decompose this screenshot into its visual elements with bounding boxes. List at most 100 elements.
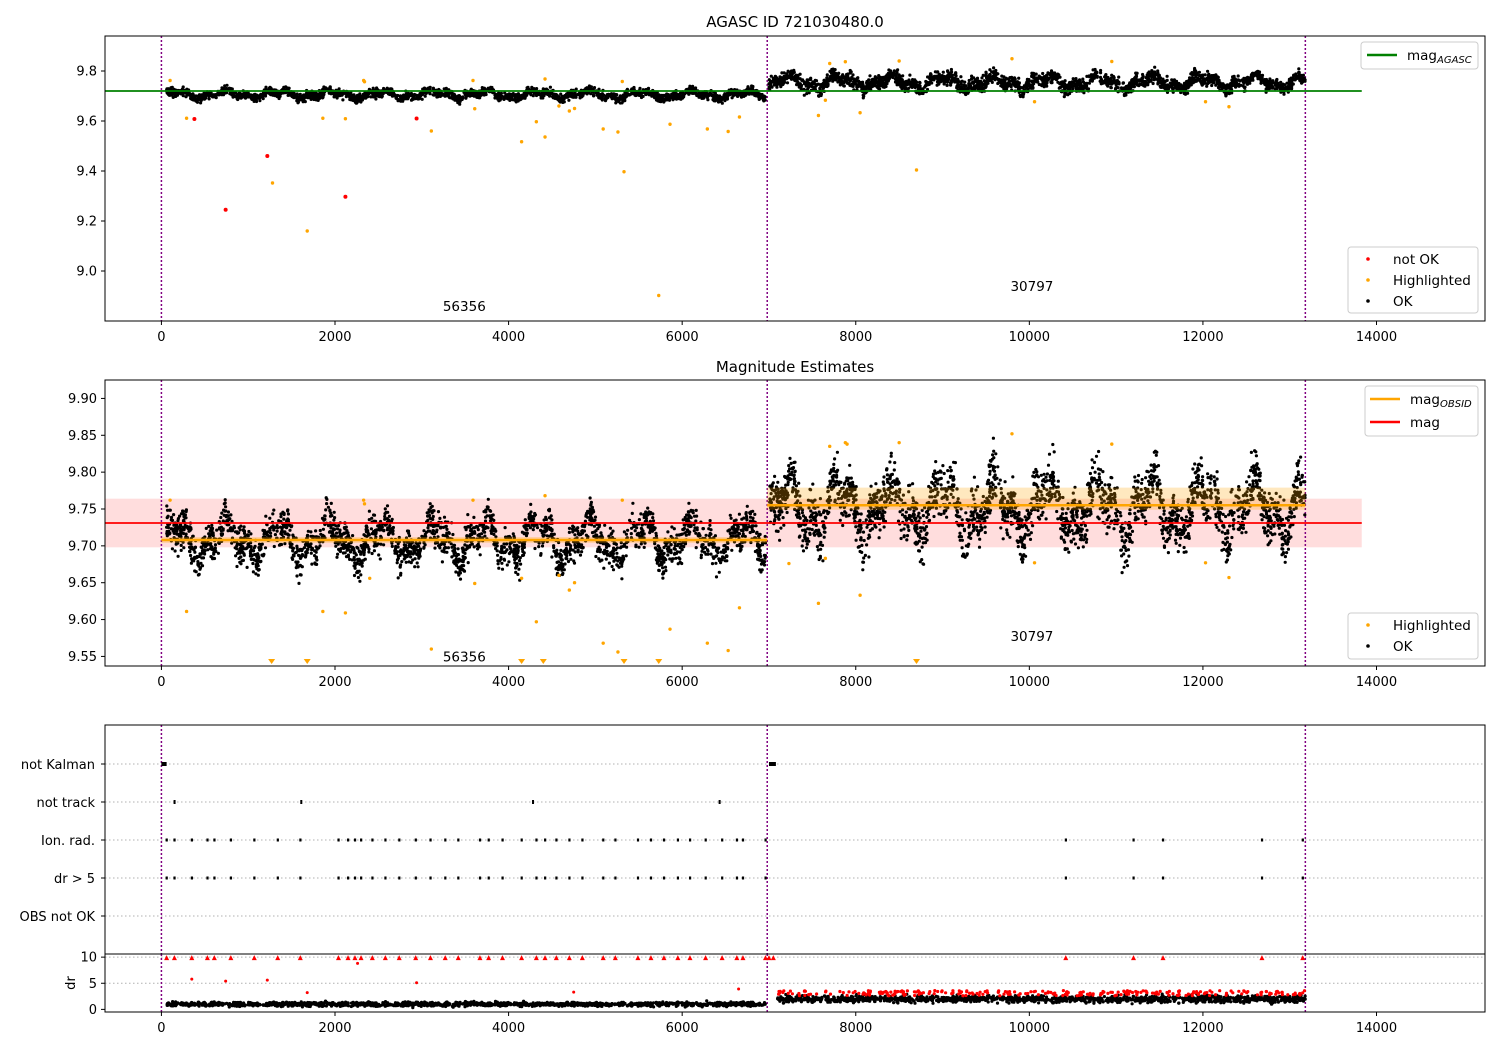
ok-point <box>1085 81 1089 85</box>
ok-point <box>796 77 800 81</box>
ok-point <box>889 69 893 73</box>
ok-point <box>1200 83 1204 87</box>
ok-point <box>762 94 766 98</box>
ok-point <box>926 82 930 86</box>
ok-point <box>1166 84 1171 88</box>
ok-point <box>369 95 373 99</box>
ok-point <box>1258 74 1262 78</box>
ok-point <box>1093 67 1097 72</box>
legend-marker-swatch <box>1366 299 1370 303</box>
ok-point <box>355 96 359 100</box>
ok-point <box>903 86 907 91</box>
ok-point <box>335 527 340 531</box>
ok-point <box>653 96 657 100</box>
chart-title: AGASC ID 721030480.0 <box>706 13 884 31</box>
ok-point <box>498 93 503 97</box>
ok-point <box>1194 75 1198 79</box>
ok-point <box>923 84 928 88</box>
ok-point <box>541 96 545 100</box>
ok-point <box>888 73 892 77</box>
highlighted-point <box>1227 105 1231 109</box>
ok-point <box>833 68 837 72</box>
ok-point <box>723 94 727 98</box>
ok-point <box>431 86 435 90</box>
ok-point <box>793 77 797 81</box>
ok-point <box>464 93 468 97</box>
ok-point <box>1189 72 1193 76</box>
ok-point <box>535 87 539 91</box>
ok-point <box>1076 82 1080 86</box>
ok-point <box>1212 73 1216 78</box>
ok-point <box>341 92 345 96</box>
ok-point <box>759 554 763 559</box>
ok-point <box>894 72 898 76</box>
ok-point <box>917 85 922 89</box>
ok-point <box>959 82 963 86</box>
highlighted-point <box>622 170 626 174</box>
ok-point <box>1232 74 1236 78</box>
ok-point <box>1027 83 1031 88</box>
ok-point <box>1107 79 1111 83</box>
ok-point <box>1090 74 1094 78</box>
ok-point <box>486 86 490 90</box>
ok-point <box>902 80 906 84</box>
ok-point <box>1018 94 1023 99</box>
ok-point <box>865 81 869 85</box>
ok-point <box>906 82 910 86</box>
ok-point <box>959 75 963 79</box>
ok-point <box>275 95 279 99</box>
ok-point <box>857 79 861 83</box>
ok-point <box>553 96 557 100</box>
ok-point <box>769 74 773 78</box>
ok-point <box>802 93 806 97</box>
ok-point <box>828 75 832 79</box>
ok-point <box>666 530 670 534</box>
ok-point <box>842 84 846 88</box>
ok-point <box>314 545 318 549</box>
ok-point <box>201 556 206 560</box>
ok-point <box>860 85 864 89</box>
ok-point <box>898 80 903 84</box>
highlighted-point <box>897 59 901 63</box>
y-tick-label: 9.0 <box>76 265 97 280</box>
ok-point <box>537 92 541 97</box>
ok-point <box>631 501 635 505</box>
ok-point <box>606 93 611 97</box>
ok-point <box>296 100 300 104</box>
ok-point <box>166 87 170 91</box>
ok-point <box>306 529 310 533</box>
highlighted-point <box>543 135 547 139</box>
ok-point <box>1170 78 1174 82</box>
ok-point <box>1165 86 1169 90</box>
ok-point <box>503 91 507 95</box>
ok-point <box>939 79 944 83</box>
ok-point <box>700 549 704 553</box>
ok-point <box>397 98 401 102</box>
ok-point <box>704 94 708 98</box>
y-tick-label: 9.2 <box>76 215 97 230</box>
ok-point <box>496 553 500 557</box>
ok-point <box>622 530 627 534</box>
ok-point <box>853 80 857 84</box>
ok-point <box>617 98 621 102</box>
ok-point <box>751 84 755 89</box>
ok-point <box>249 532 253 536</box>
ok-point <box>1152 71 1156 76</box>
ok-point <box>887 78 891 82</box>
ok-point <box>670 93 674 97</box>
ok-point <box>335 96 339 100</box>
ok-point <box>1199 75 1204 79</box>
ok-point <box>1291 78 1295 82</box>
highlighted-point <box>705 127 710 131</box>
ok-point <box>970 74 974 78</box>
ok-point <box>946 70 950 74</box>
ok-point <box>909 82 914 86</box>
ok-point <box>181 85 185 89</box>
ok-point <box>1223 86 1227 90</box>
highlighted-point <box>1032 100 1037 104</box>
ok-point <box>309 551 313 555</box>
ok-point <box>220 511 224 515</box>
ok-point <box>388 87 392 91</box>
ok-point <box>1009 79 1013 83</box>
